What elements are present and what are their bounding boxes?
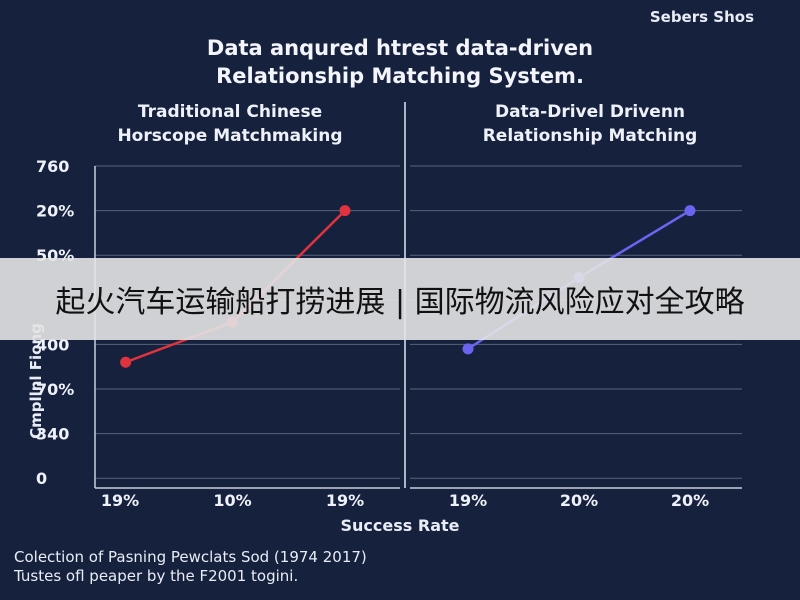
right-panel-title: Data-Drivel Drivenn Relationship Matchin… xyxy=(420,100,760,148)
data-point-left xyxy=(339,205,351,217)
y-tick-label: 760 xyxy=(36,157,69,176)
y-axis-label: Cmpllnl Fiong xyxy=(26,323,45,439)
x-tick-label-left: 10% xyxy=(213,491,251,510)
right-panel-title-line-1: Data-Drivel Drivenn xyxy=(494,102,686,122)
x-tick-label-left: 19% xyxy=(326,491,364,510)
chart-title-line-2: Relationship Matching System. xyxy=(216,64,584,88)
y-tick-label: 20% xyxy=(36,202,74,221)
overlay-banner: 起火汽车运输船打捞进展 | 国际物流风险应对全攻略 xyxy=(0,258,800,340)
x-axis-label: Success Rate xyxy=(340,516,460,535)
y-tick-label: 340 xyxy=(36,425,69,444)
brand-label: Sebers Shos xyxy=(649,8,754,26)
right-panel-title-line-2: Relationship Matching xyxy=(482,126,698,146)
data-point-right xyxy=(684,205,696,217)
left-panel-title: Traditional Chinese Horscope Matchmaking xyxy=(60,100,400,148)
x-tick-label-right: 19% xyxy=(449,491,487,510)
y-tick-label: 400 xyxy=(36,335,69,354)
y-tick-label: 70% xyxy=(36,380,74,399)
y-tick-label: 0 xyxy=(36,469,47,488)
x-tick-label-left: 19% xyxy=(101,491,139,510)
source-note-line-2: Tustes ofl peaper by the F2001 togini. xyxy=(14,567,299,585)
left-panel-title-line-2: Horscope Matchmaking xyxy=(117,126,343,146)
chart-title: Data anqured htrest data-driven Relation… xyxy=(0,34,800,90)
data-point-right xyxy=(462,343,474,355)
x-tick-label-right: 20% xyxy=(560,491,598,510)
left-panel-title-line-1: Traditional Chinese xyxy=(137,102,323,122)
x-tick-label-right: 20% xyxy=(671,491,709,510)
data-point-left xyxy=(120,356,132,368)
source-note-line-1: Colection of Pasning Pewclats Sod (1974 … xyxy=(14,548,367,566)
chart-title-line-1: Data anqured htrest data-driven xyxy=(206,36,594,60)
source-note: Colection of Pasning Pewclats Sod (1974 … xyxy=(14,548,367,586)
